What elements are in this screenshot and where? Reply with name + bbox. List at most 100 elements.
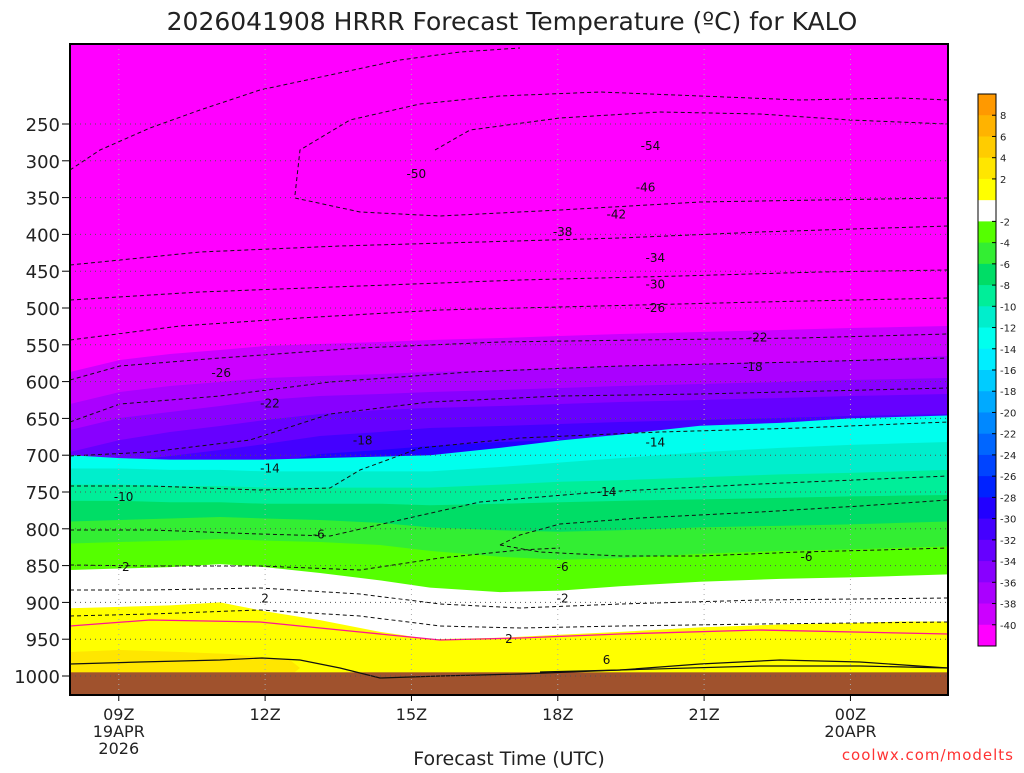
contour-labels: -54-50-46-42-38-34-30-26-22-18-26-22-18-…: [114, 139, 813, 667]
isotherm-contours: [70, 47, 948, 679]
colorbar-label-2: 4: [1000, 154, 1006, 165]
y-tick-label-800: 800: [26, 520, 60, 541]
colorbar-label-6: -6: [1000, 260, 1010, 271]
freezing-line: [70, 619, 948, 641]
colorbar-swatch-24: [978, 603, 996, 626]
y-tick-label-850: 850: [26, 557, 60, 578]
contour-label-14: -14: [260, 461, 280, 475]
colorbar-swatch-25: [978, 624, 996, 647]
y-tick-label-900: 900: [26, 593, 60, 614]
colorbar-swatch-15: [978, 412, 996, 435]
colorbar-label-17: -28: [1000, 493, 1016, 504]
contour-label-1: -50: [407, 167, 427, 181]
colorbar: 8 6 4 2 -2 -4 -6 -8 -10 -12 -14 -16 -18 -20 -22 -24 -26 -…: [977, 93, 1016, 647]
colorbar-label-23: -40: [1000, 621, 1016, 632]
contour-label-12: -18: [353, 433, 373, 447]
contour-label-10: -26: [211, 366, 231, 380]
y-tick-label-550: 550: [26, 336, 60, 357]
colorbar-label-7: -8: [1000, 281, 1010, 292]
contour-label-24: 6: [603, 653, 611, 667]
y-tick-label-500: 500: [26, 299, 60, 320]
contour-line-6: [70, 297, 948, 341]
contour-label-21: -2: [557, 592, 569, 606]
contour-line-5: [70, 269, 948, 301]
colorbar-swatch-18: [978, 476, 996, 498]
colorbar-swatch-12: [978, 348, 996, 371]
colorbar-label-21: -36: [1000, 578, 1016, 589]
plot-frame: [69, 43, 949, 696]
colorbar-swatch-16: [978, 433, 996, 456]
contour-label-7: -26: [646, 301, 666, 315]
x-tick-date-09Z: 19APR: [93, 722, 145, 741]
contour-line-3: [294, 197, 948, 217]
colorbar-label-10: -14: [1000, 345, 1016, 356]
colorbar-label-22: -38: [1000, 600, 1016, 611]
x-tick-year-09Z: 2026: [98, 739, 139, 758]
contour-line-10: [70, 421, 948, 491]
colorbar-label-11: -16: [1000, 366, 1016, 377]
x-axis-label: Forecast Time (UTC): [413, 748, 604, 768]
colorbar-label-12: -18: [1000, 387, 1016, 398]
colorbar-swatch-3: [978, 157, 996, 180]
contour-label-11: -22: [260, 397, 280, 411]
y-tick-label-650: 650: [26, 409, 60, 430]
contour-label-22: 2: [261, 592, 269, 606]
colorbar-swatch-21: [978, 539, 996, 562]
chart-title: 2026041908 HRRR Forecast Temperature (ºC…: [167, 7, 858, 36]
colorbar-label-4: -2: [1000, 217, 1010, 228]
colorbar-swatch-4: [978, 178, 996, 201]
y-tick-label-250: 250: [26, 115, 60, 136]
contour-label-17: -6: [313, 528, 325, 542]
contour-line-15: [70, 587, 948, 609]
colorbar-label-3: 2: [1000, 175, 1006, 186]
colorbar-label-9: -12: [1000, 324, 1016, 335]
x-tick-label-00Z: 00Z: [835, 705, 866, 724]
colorbar-label-16: -26: [1000, 472, 1016, 483]
colorbar-label-19: -32: [1000, 536, 1016, 547]
contour-label-18: -6: [557, 560, 569, 574]
y-tick-label-450: 450: [26, 262, 60, 283]
y-tick-label-400: 400: [26, 225, 60, 246]
contour-plus2: [70, 657, 948, 679]
contour-label-16: -10: [114, 490, 134, 504]
y-tick-label-1000: 1000: [14, 667, 60, 688]
contour-line-9: [70, 387, 948, 457]
y-tick-label-350: 350: [26, 189, 60, 210]
colorbar-swatch-0: [978, 94, 996, 116]
colorbar-swatch-7: [978, 242, 996, 265]
contour-label-2: -46: [636, 180, 656, 194]
contour-line-13: [499, 499, 948, 546]
colorbar-swatch-20: [978, 518, 996, 541]
contour-label-4: -38: [553, 225, 573, 239]
contour-label-19: -6: [801, 550, 813, 564]
colorbar-label-20: -34: [1000, 557, 1016, 568]
colorbar-label-14: -22: [1000, 430, 1016, 441]
x-tick-label-15Z: 15Z: [396, 705, 427, 724]
y-tick-label-750: 750: [26, 483, 60, 504]
colorbar-swatch-1: [978, 115, 996, 137]
y-tick-label-950: 950: [26, 630, 60, 651]
contour-line-11: [70, 475, 948, 537]
y-tick-label-700: 700: [26, 446, 60, 467]
temperature-bands: [70, 44, 948, 695]
colorbar-swatch-23: [978, 582, 996, 605]
contour-label-5: -34: [646, 251, 666, 265]
colorbar-swatch-9: [978, 285, 996, 307]
y-tick-label-300: 300: [26, 152, 60, 173]
x-tick-label-18Z: 18Z: [542, 705, 573, 724]
x-tick-label-21Z: 21Z: [688, 705, 719, 724]
colorbar-label-5: -4: [1000, 239, 1010, 250]
x-tick-date-00Z: 20APR: [824, 722, 876, 741]
colorbar-label-1: 6: [1000, 132, 1006, 143]
contour-line-14: [499, 544, 948, 557]
colorbar-swatch-17: [978, 454, 996, 477]
surface-band: [70, 672, 948, 695]
contour-line-16: [70, 609, 948, 629]
y-axis: 250 300 350 400 450 500 550 600 650 700 750 800 850 9…: [14, 115, 70, 688]
contour-label-8: -22: [748, 330, 768, 344]
colorbar-swatch-22: [978, 561, 996, 583]
contour-label-0: -54: [641, 139, 661, 153]
colorbar-swatch-6: [978, 221, 996, 244]
